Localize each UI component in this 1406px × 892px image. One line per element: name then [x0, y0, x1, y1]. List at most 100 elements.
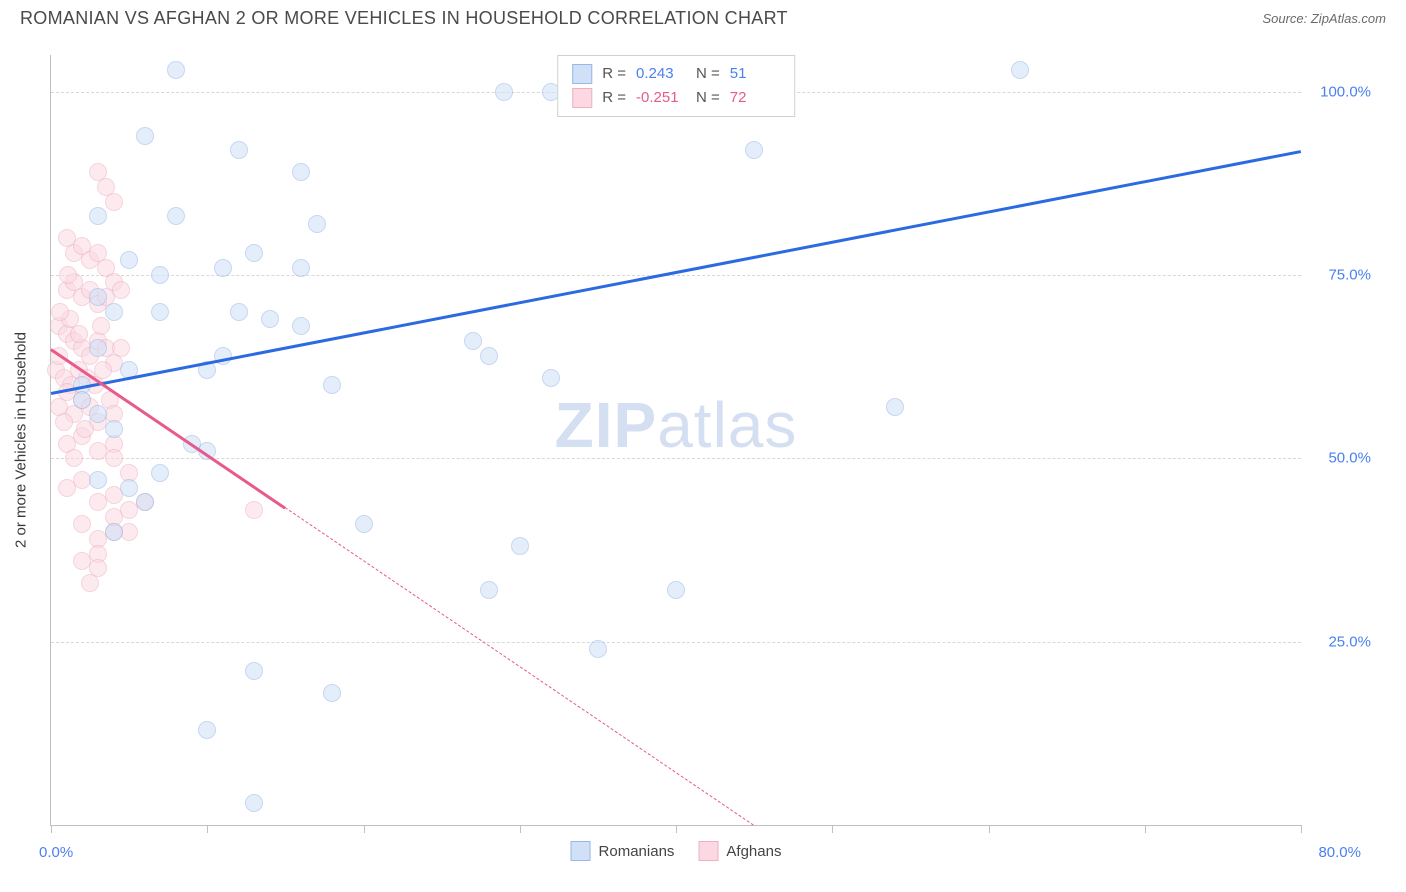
- x-tick: [520, 825, 521, 833]
- source-value: ZipAtlas.com: [1311, 11, 1386, 26]
- data-point: [94, 361, 112, 379]
- y-tick-label: 50.0%: [1311, 450, 1371, 467]
- data-point: [120, 251, 138, 269]
- data-point: [745, 141, 763, 159]
- data-point: [73, 391, 91, 409]
- data-point: [667, 581, 685, 599]
- data-point: [480, 581, 498, 599]
- y-tick-label: 100.0%: [1311, 83, 1371, 100]
- x-tick: [207, 825, 208, 833]
- n-value-romanians: 51: [730, 62, 780, 86]
- n-label: N =: [696, 62, 720, 86]
- data-point: [542, 369, 560, 387]
- data-point: [51, 303, 69, 321]
- data-point: [198, 721, 216, 739]
- y-tick-label: 25.0%: [1311, 633, 1371, 650]
- data-point: [105, 303, 123, 321]
- data-point: [245, 501, 263, 519]
- stats-row-afghans: R = -0.251 N = 72: [572, 86, 780, 110]
- y-axis-label: 2 or more Vehicles in Household: [13, 332, 30, 548]
- grid-line: [51, 458, 1301, 459]
- legend-label-afghans: Afghans: [726, 843, 781, 860]
- data-point: [151, 266, 169, 284]
- r-value-romanians: 0.243: [636, 62, 686, 86]
- data-point: [886, 398, 904, 416]
- x-tick: [1145, 825, 1146, 833]
- data-point: [70, 325, 88, 343]
- data-point: [230, 141, 248, 159]
- x-tick: [364, 825, 365, 833]
- data-point: [81, 574, 99, 592]
- data-point: [245, 794, 263, 812]
- grid-line: [51, 642, 1301, 643]
- n-label: N =: [696, 86, 720, 110]
- data-point: [105, 193, 123, 211]
- swatch-romanians: [572, 64, 592, 84]
- data-point: [120, 523, 138, 541]
- legend-swatch-romanians: [571, 841, 591, 861]
- r-label: R =: [602, 62, 626, 86]
- legend-item-afghans: Afghans: [698, 841, 781, 861]
- data-point: [292, 259, 310, 277]
- x-tick: [989, 825, 990, 833]
- source-attribution: Source: ZipAtlas.com: [1262, 11, 1386, 26]
- data-point: [89, 471, 107, 489]
- data-point: [355, 515, 373, 533]
- data-point: [292, 163, 310, 181]
- data-point: [112, 339, 130, 357]
- data-point: [308, 215, 326, 233]
- data-point: [167, 61, 185, 79]
- data-point: [105, 420, 123, 438]
- data-point: [55, 413, 73, 431]
- watermark-light: atlas: [657, 389, 797, 461]
- data-point: [323, 684, 341, 702]
- watermark-bold: ZIP: [555, 389, 658, 461]
- x-tick: [676, 825, 677, 833]
- n-value-afghans: 72: [730, 86, 780, 110]
- stats-row-romanians: R = 0.243 N = 51: [572, 62, 780, 86]
- series-legend: Romanians Afghans: [571, 841, 782, 861]
- data-point: [245, 662, 263, 680]
- stats-legend: R = 0.243 N = 51 R = -0.251 N = 72: [557, 55, 795, 117]
- data-point: [464, 332, 482, 350]
- data-point: [73, 515, 91, 533]
- data-point: [112, 281, 130, 299]
- data-point: [105, 523, 123, 541]
- data-point: [89, 339, 107, 357]
- watermark: ZIPatlas: [555, 388, 798, 462]
- trend-line: [51, 150, 1301, 394]
- data-point: [495, 83, 513, 101]
- r-value-afghans: -0.251: [636, 86, 686, 110]
- legend-label-romanians: Romanians: [599, 843, 675, 860]
- data-point: [323, 376, 341, 394]
- data-point: [230, 303, 248, 321]
- data-point: [89, 288, 107, 306]
- scatter-plot: ZIPatlas 2 or more Vehicles in Household…: [50, 55, 1301, 826]
- data-point: [89, 405, 107, 423]
- data-point: [136, 127, 154, 145]
- legend-item-romanians: Romanians: [571, 841, 675, 861]
- data-point: [480, 347, 498, 365]
- data-point: [1011, 61, 1029, 79]
- data-point: [65, 449, 83, 467]
- data-point: [105, 449, 123, 467]
- source-label: Source:: [1262, 11, 1310, 26]
- data-point: [59, 266, 77, 284]
- data-point: [511, 537, 529, 555]
- data-point: [261, 310, 279, 328]
- x-tick: [1301, 825, 1302, 833]
- data-point: [245, 244, 263, 262]
- x-tick: [832, 825, 833, 833]
- x-tick-label: 80.0%: [1318, 844, 1361, 861]
- r-label: R =: [602, 86, 626, 110]
- legend-swatch-afghans: [698, 841, 718, 861]
- data-point: [589, 640, 607, 658]
- grid-line: [51, 275, 1301, 276]
- data-point: [89, 207, 107, 225]
- data-point: [76, 420, 94, 438]
- x-tick: [51, 825, 52, 833]
- data-point: [214, 259, 232, 277]
- data-point: [151, 464, 169, 482]
- y-tick-label: 75.0%: [1311, 267, 1371, 284]
- swatch-afghans: [572, 88, 592, 108]
